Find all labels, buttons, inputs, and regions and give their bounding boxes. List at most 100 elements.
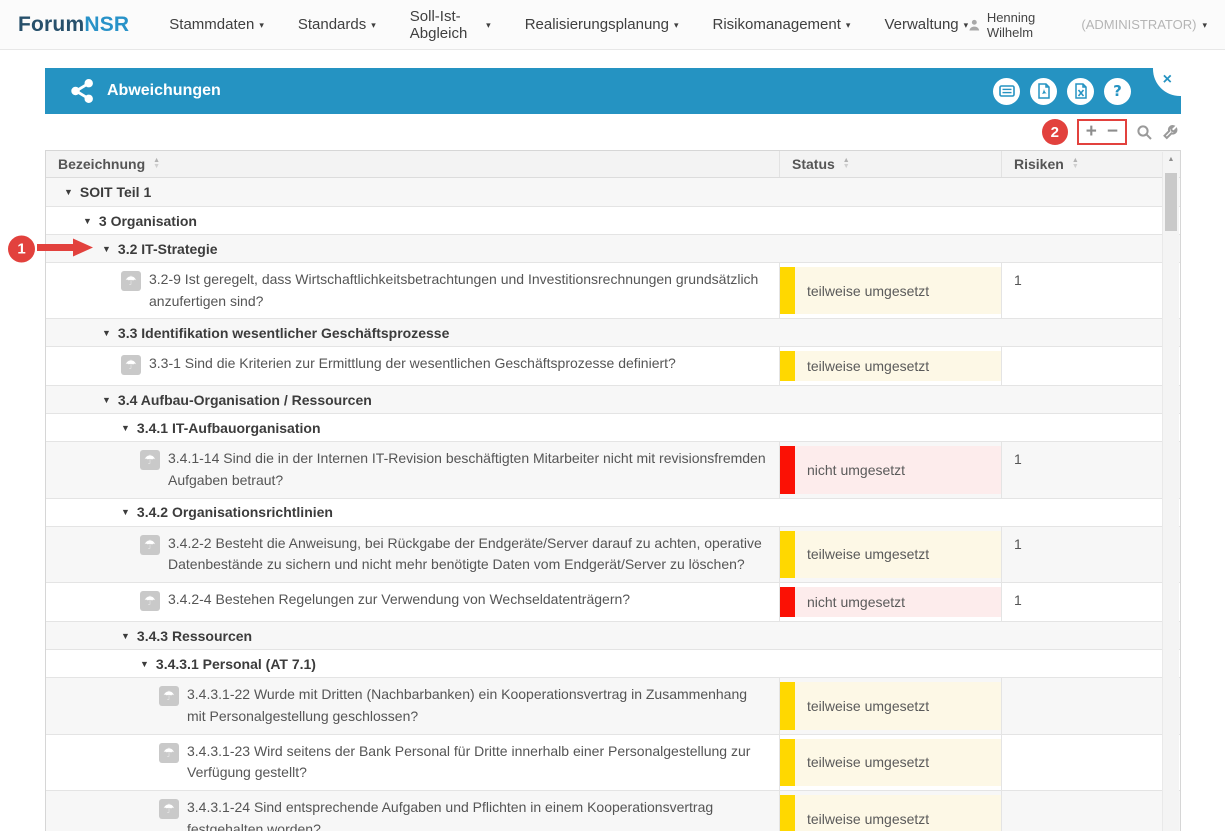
status-cell: teilweise umgesetzt <box>779 263 1001 318</box>
status-color-bar <box>780 446 795 493</box>
tree-item-row[interactable]: ☂3.4.3.1-22 Wurde mit Dritten (Nachbarba… <box>46 677 1180 733</box>
card-icon[interactable] <box>993 78 1020 105</box>
group-label: 3.4 Aufbau-Organisation / Ressourcen <box>118 392 372 408</box>
expand-caret-icon[interactable]: ▼ <box>121 631 130 641</box>
status-label: teilweise umgesetzt <box>795 795 1001 831</box>
risiken-count <box>1001 791 1163 831</box>
status-label: teilweise umgesetzt <box>795 267 1001 314</box>
nav-item-realisierungsplanung[interactable]: Realisierungsplanung▾ <box>525 8 679 42</box>
expand-caret-icon[interactable]: ▼ <box>83 216 92 226</box>
status-badge: teilweise umgesetzt <box>780 351 1001 381</box>
sort-icon[interactable]: ▲▼ <box>843 158 850 170</box>
sort-icon[interactable]: ▲▼ <box>1072 158 1079 170</box>
chevron-down-icon: ▾ <box>371 20 376 31</box>
risk-umbrella-icon[interactable]: ☂ <box>121 271 141 291</box>
status-label: teilweise umgesetzt <box>795 682 1001 729</box>
status-color-bar <box>780 351 795 381</box>
tree-group-row[interactable]: ▼3.4.2 Organisationsrichtlinien <box>46 498 1180 526</box>
annotation-highlight-box: + − <box>1077 119 1127 145</box>
tree-group-row[interactable]: ▼ 3.3 Identifikation wesentlicher Geschäf… <box>46 318 1180 346</box>
risk-umbrella-icon[interactable]: ☂ <box>140 535 160 555</box>
risk-umbrella-icon[interactable]: ☂ <box>159 799 179 819</box>
nav-item-risikomanagement[interactable]: Risikomanagement▾ <box>713 8 851 42</box>
chevron-down-icon: ▾ <box>1202 20 1207 31</box>
share-icon[interactable] <box>69 78 95 104</box>
user-menu[interactable]: Henning Wilhelm (ADMINISTRATOR) ▾ <box>968 10 1207 40</box>
risk-umbrella-icon[interactable]: ☂ <box>159 743 179 763</box>
excel-export-icon[interactable] <box>1067 78 1094 105</box>
expand-caret-icon[interactable]: ▼ <box>121 507 130 517</box>
nav-item-verwaltung[interactable]: Verwaltung▾ <box>884 8 968 42</box>
status-cell: teilweise umgesetzt <box>779 678 1001 733</box>
expand-all-button[interactable]: + <box>1086 122 1097 142</box>
close-icon[interactable]: × <box>1163 72 1172 88</box>
main-menu: Stammdaten▾ Standards▾ Soll-Ist-Abgleich▾ R… <box>169 8 968 42</box>
risk-umbrella-icon[interactable]: ☂ <box>121 355 141 375</box>
annotation-step-2: 2 <box>1042 119 1068 145</box>
user-icon <box>968 18 981 32</box>
tree-item-row[interactable]: ☂3.4.2-2 Besteht die Anweisung, bei Rück… <box>46 526 1180 582</box>
help-icon[interactable]: ? <box>1104 78 1131 105</box>
expand-caret-icon[interactable]: ▼ <box>102 244 111 254</box>
vertical-scrollbar[interactable]: ▲ ▼ <box>1162 152 1179 831</box>
risk-umbrella-icon[interactable]: ☂ <box>140 450 160 470</box>
status-cell: teilweise umgesetzt <box>779 347 1001 385</box>
item-name-cell: ☂3.4.2-2 Besteht die Anweisung, bei Rück… <box>46 527 779 582</box>
status-badge: teilweise umgesetzt <box>780 795 1001 831</box>
group-label: 3.4.1 IT-Aufbauorganisation <box>137 420 321 436</box>
tree-group-row[interactable]: ▼ 3.4.1 IT-Aufbauorganisation <box>46 413 1180 441</box>
scroll-up-icon[interactable]: ▲ <box>1163 152 1179 168</box>
scrollbar-thumb[interactable] <box>1165 173 1177 231</box>
nav-item-standards[interactable]: Standards▾ <box>298 8 376 42</box>
item-question-text: 3.4.2-4 Bestehen Regelungen zur Verwendu… <box>168 589 769 615</box>
status-label: teilweise umgesetzt <box>795 739 1001 786</box>
collapse-all-button[interactable]: − <box>1107 122 1118 142</box>
risiken-count: 1 <box>1001 442 1163 497</box>
group-label: 3.3 Identifikation wesentlicher Geschäft… <box>118 325 449 341</box>
risk-umbrella-icon[interactable]: ☂ <box>140 591 160 611</box>
panel-toolbar: ? <box>993 78 1131 105</box>
sort-icon[interactable]: ▲▼ <box>153 158 160 170</box>
settings-wrench-icon[interactable] <box>1162 124 1179 141</box>
app-logo[interactable]: ForumNSR <box>18 13 129 37</box>
item-name-cell: ☂3.2-9 Ist geregelt, dass Wirtschaftlich… <box>46 263 779 318</box>
nav-item-stammdaten[interactable]: Stammdaten▾ <box>169 8 264 42</box>
status-cell: teilweise umgesetzt <box>779 527 1001 582</box>
risk-umbrella-icon[interactable]: ☂ <box>159 686 179 706</box>
tree-group-row[interactable]: ▼ 3.4 Aufbau-Organisation / Ressourcen <box>46 385 1180 413</box>
tree-group-row[interactable]: ▼3.4.3 Ressourcen <box>46 621 1180 649</box>
status-badge: teilweise umgesetzt <box>780 682 1001 729</box>
group-label: 3 Organisation <box>99 213 197 229</box>
tree-group-row[interactable]: ▼ 3 Organisation <box>46 206 1180 234</box>
expand-caret-icon[interactable]: ▼ <box>64 187 73 197</box>
tree-group-row[interactable]: ▼SOIT Teil 1 <box>46 178 1180 206</box>
tree-item-row[interactable]: ☂3.4.3.1-23 Wird seitens der Bank Person… <box>46 734 1180 790</box>
group-label: 3.2 IT-Strategie <box>118 241 218 257</box>
tree-item-row[interactable]: ☂ 3.4.2-4 Bestehen Regelungen zur Verwend… <box>46 582 1180 621</box>
expand-caret-icon[interactable]: ▼ <box>102 395 111 405</box>
search-icon[interactable] <box>1136 124 1153 141</box>
tree-item-row[interactable]: ☂3.4.3.1-24 Sind entsprechende Aufgaben … <box>46 790 1180 831</box>
tree-item-row[interactable]: ☂3.4.1-14 Sind die in der Internen IT-Re… <box>46 441 1180 497</box>
item-question-text: 3.3-1 Sind die Kriterien zur Ermittlung … <box>149 353 769 379</box>
tree-group-row[interactable]: ▼3.2 IT-Strategie1 <box>46 234 1180 262</box>
expand-caret-icon[interactable]: ▼ <box>102 328 111 338</box>
column-header-bezeichnung[interactable]: Bezeichnung ▲▼ <box>46 151 779 177</box>
tree-group-row[interactable]: ▼3.4.3.1 Personal (AT 7.1) <box>46 649 1180 677</box>
status-badge: teilweise umgesetzt <box>780 739 1001 786</box>
abweichungen-panel: Abweichungen ? × 2 + − Bezeich <box>45 68 1181 831</box>
column-header-risiken[interactable]: Risiken ▲▼ <box>1001 151 1163 177</box>
tree-item-row[interactable]: ☂ 3.3-1 Sind die Kriterien zur Ermittlung… <box>46 346 1180 385</box>
risiken-count: 1 <box>1001 527 1163 582</box>
status-badge: teilweise umgesetzt <box>780 531 1001 578</box>
panel-header: Abweichungen ? × <box>45 68 1181 114</box>
chevron-down-icon: ▾ <box>846 20 851 31</box>
expand-caret-icon[interactable]: ▼ <box>121 423 130 433</box>
risiken-count: 1 <box>1001 583 1163 621</box>
column-header-status[interactable]: Status ▲▼ <box>779 151 1001 177</box>
nav-item-soll-ist-abgleich[interactable]: Soll-Ist-Abgleich▾ <box>410 8 491 42</box>
tree-item-row[interactable]: ☂3.2-9 Ist geregelt, dass Wirtschaftlich… <box>46 262 1180 318</box>
item-name-cell: ☂3.4.3.1-23 Wird seitens der Bank Person… <box>46 735 779 790</box>
pdf-export-icon[interactable] <box>1030 78 1057 105</box>
expand-caret-icon[interactable]: ▼ <box>140 659 149 669</box>
